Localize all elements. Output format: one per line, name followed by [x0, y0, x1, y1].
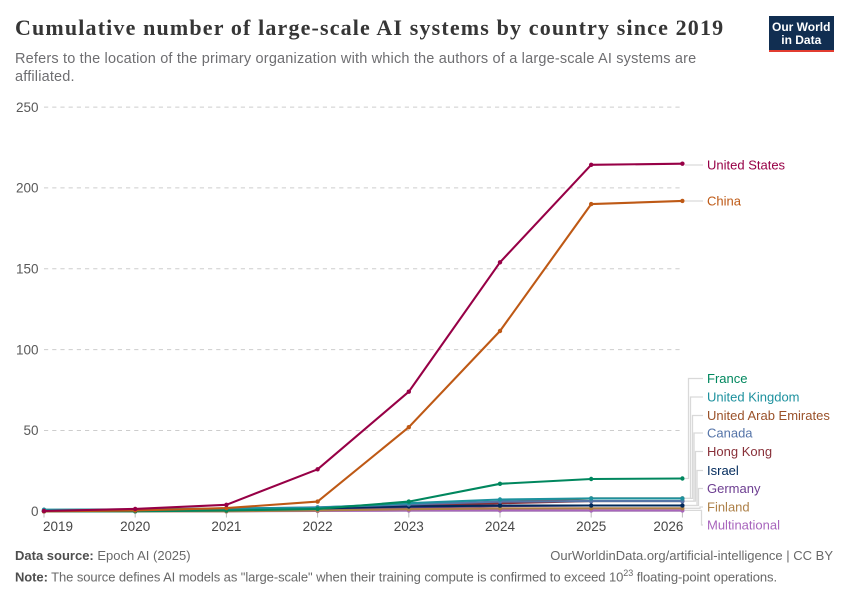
svg-text:2022: 2022 [303, 519, 333, 534]
svg-text:200: 200 [16, 181, 39, 196]
svg-text:2025: 2025 [576, 519, 606, 534]
svg-text:United Kingdom: United Kingdom [707, 390, 800, 405]
svg-text:0: 0 [31, 504, 39, 519]
svg-text:2026: 2026 [653, 519, 683, 534]
svg-text:50: 50 [23, 423, 38, 438]
svg-text:Canada: Canada [707, 426, 753, 441]
svg-text:France: France [707, 371, 747, 386]
svg-text:2020: 2020 [120, 519, 150, 534]
svg-text:100: 100 [16, 342, 39, 357]
svg-text:2019: 2019 [43, 519, 73, 534]
svg-text:2021: 2021 [211, 519, 241, 534]
svg-text:2024: 2024 [485, 519, 516, 534]
svg-text:250: 250 [16, 100, 39, 115]
svg-text:Finland: Finland [707, 500, 750, 515]
svg-text:Multinational: Multinational [707, 518, 780, 533]
svg-text:China: China [707, 194, 742, 209]
svg-text:United Arab Emirates: United Arab Emirates [707, 408, 830, 423]
svg-text:United States: United States [707, 158, 786, 173]
svg-text:2023: 2023 [394, 519, 424, 534]
svg-text:Hong Kong: Hong Kong [707, 444, 772, 459]
svg-text:150: 150 [16, 262, 39, 277]
svg-text:Israel: Israel [707, 463, 739, 478]
svg-text:Germany: Germany [707, 481, 761, 496]
